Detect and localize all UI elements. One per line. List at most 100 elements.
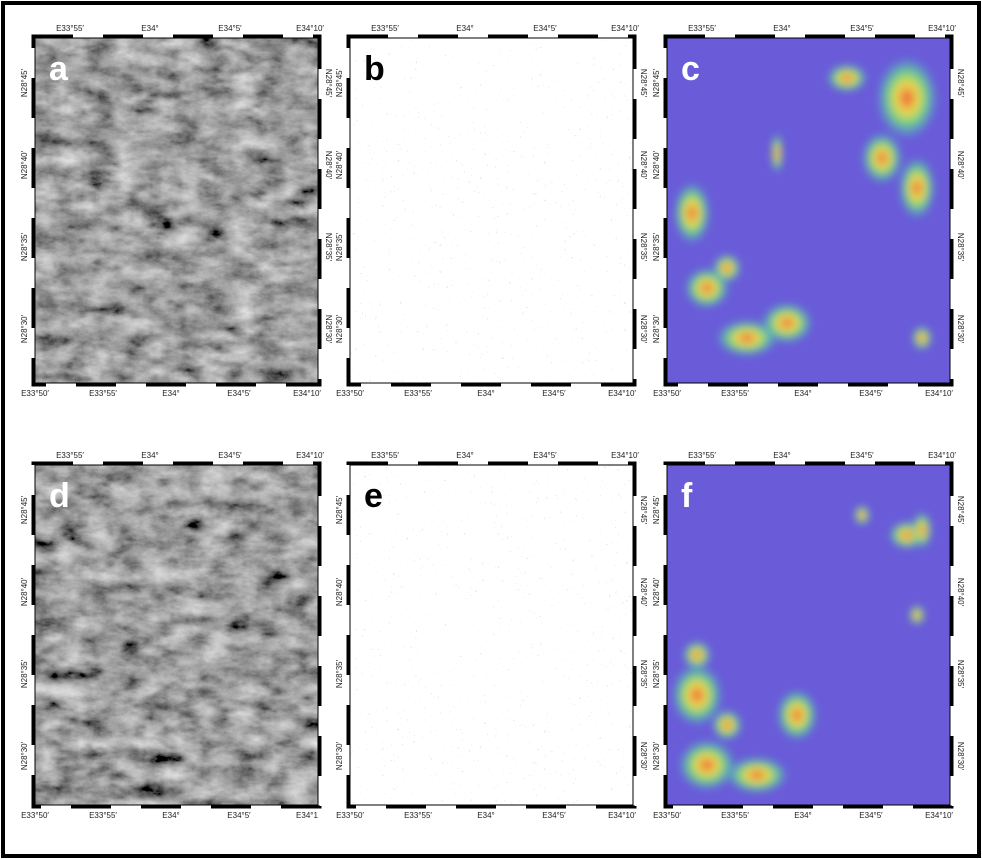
bottom-coordinate: E34°	[794, 811, 811, 820]
left-coordinate: N28°35′	[652, 232, 661, 261]
right-coordinate: N28°35′	[639, 233, 648, 262]
right-coordinate: N28°30′	[956, 742, 965, 771]
bottom-coordinate: E33°55′	[89, 811, 117, 820]
left-coordinate: N28°40′	[652, 150, 661, 179]
right-coordinate: N28°35′	[956, 233, 965, 262]
top-coordinate: E33°55′	[688, 451, 716, 460]
bottom-coordinate: E33°55′	[721, 389, 749, 398]
left-coordinate: N28°45′	[652, 495, 661, 524]
panel-label: c	[681, 50, 700, 88]
density-blob	[762, 303, 812, 343]
bottom-coordinate: E33°50′	[21, 389, 49, 398]
density-blob	[909, 605, 925, 625]
right-coordinate: N28°35′	[324, 233, 333, 262]
bottom-coordinate: E34°10′	[293, 389, 321, 398]
top-coordinate: E34°10′	[928, 24, 956, 33]
density-blob	[854, 505, 870, 525]
lineament-map	[350, 38, 633, 383]
density-blob	[877, 58, 937, 138]
top-coordinate: E34°5′	[850, 24, 874, 33]
bottom-coordinate: E33°50′	[336, 811, 364, 820]
left-coordinate: N28°30′	[335, 741, 344, 770]
top-coordinate: E33°55′	[688, 24, 716, 33]
right-coordinate: N28°30′	[956, 315, 965, 344]
density-blob	[713, 254, 741, 282]
right-coordinate: N28°45′	[324, 69, 333, 98]
left-coordinate: N28°40′	[20, 150, 29, 179]
lineament-map	[350, 465, 633, 805]
map-panel: fE33°55′E34°E34°5′E34°10′E33°50′E33°55′E…	[652, 451, 965, 820]
map-panel: aE33°55′E34°E34°5′E34°10′E33°50′E33°55′E…	[20, 24, 333, 398]
top-coordinate: E33°55′	[56, 24, 84, 33]
left-coordinate: N28°45′	[335, 495, 344, 524]
density-blob	[771, 133, 783, 173]
bottom-coordinate: E34°	[477, 389, 494, 398]
density-blob	[683, 641, 711, 669]
panel-label: d	[49, 477, 70, 515]
left-coordinate: N28°40′	[335, 150, 344, 179]
left-coordinate: N28°45′	[20, 495, 29, 524]
right-coordinate: N28°30′	[639, 742, 648, 771]
top-coordinate: E34°	[141, 24, 158, 33]
density-blob	[827, 64, 867, 92]
right-coordinate: N28°40′	[956, 151, 965, 180]
figure: a E33°55′ E34° E34°5′ E34°10′ E33°50′ E33°55′ E…	[0, 0, 982, 859]
bottom-coordinate: E33°50′	[336, 389, 364, 398]
bottom-coordinate: E34°10′	[925, 811, 953, 820]
density-blob	[674, 183, 710, 243]
map-panel: d E33°55′ E34° E34°5′ E34°10′ E33°50′ E33°55′ E…	[20, 451, 324, 820]
right-coordinate: N28°45′	[956, 496, 965, 525]
density-blob	[679, 740, 735, 790]
satellite-image	[35, 38, 318, 383]
left-coordinate: N28°30′	[20, 314, 29, 343]
bottom-coordinate: E34°10′	[608, 811, 636, 820]
right-coordinate: N28°30′	[639, 315, 648, 344]
top-coordinate: E34°5′	[533, 451, 557, 460]
density-blob	[712, 710, 742, 740]
right-coordinate: N28°35′	[639, 660, 648, 689]
density-blob	[912, 512, 932, 548]
left-coordinate: N28°30′	[652, 741, 661, 770]
panel-label: e	[364, 477, 383, 515]
bottom-coordinate: E34°1	[296, 811, 318, 820]
top-coordinate: E34°5′	[850, 451, 874, 460]
bottom-coordinate: E34°	[477, 811, 494, 820]
bottom-coordinate: E33°50′	[21, 811, 49, 820]
left-coordinate: N28°35′	[20, 232, 29, 261]
right-coordinate: N28°45′	[639, 496, 648, 525]
bottom-coordinate: E34°	[162, 389, 179, 398]
top-coordinate: E33°55′	[56, 451, 84, 460]
top-coordinate: E34°5′	[218, 451, 242, 460]
top-coordinate: E34°5′	[218, 24, 242, 33]
bottom-coordinate: E34°5′	[859, 811, 883, 820]
right-coordinate: N28°45′	[639, 69, 648, 98]
density-blob	[912, 326, 932, 350]
left-coordinate: N28°30′	[335, 314, 344, 343]
bottom-coordinate: E34°5′	[542, 811, 566, 820]
left-coordinate: N28°40′	[20, 577, 29, 606]
density-blob	[899, 158, 935, 218]
top-coordinate: E34°10′	[611, 24, 639, 33]
right-coordinate: N28°40′	[324, 151, 333, 180]
bottom-coordinate: E34°	[162, 811, 179, 820]
density-blob	[727, 757, 787, 793]
bottom-coordinate: E34°10′	[925, 389, 953, 398]
top-coordinate: E34°10′	[296, 451, 324, 460]
panels: a E33°55′ E34° E34°5′ E34°10′ E33°50′ E33°55′ E…	[20, 24, 965, 820]
bottom-coordinate: E34°5′	[227, 389, 251, 398]
left-coordinate: N28°45′	[652, 68, 661, 97]
right-coordinate: N28°45′	[956, 69, 965, 98]
bottom-coordinate: E33°55′	[404, 811, 432, 820]
top-coordinate: E34°	[773, 451, 790, 460]
left-coordinate: N28°30′	[652, 314, 661, 343]
left-coordinate: N28°40′	[335, 577, 344, 606]
top-coordinate: E34°	[456, 451, 473, 460]
panel-label: b	[364, 50, 385, 88]
bottom-coordinate: E34°	[794, 389, 811, 398]
top-coordinate: E34°	[141, 451, 158, 460]
left-coordinate: N28°45′	[20, 68, 29, 97]
panel-label: a	[49, 50, 69, 88]
left-coordinate: N28°35′	[652, 659, 661, 688]
left-coordinate: N28°35′	[20, 659, 29, 688]
right-coordinate: N28°40′	[639, 151, 648, 180]
